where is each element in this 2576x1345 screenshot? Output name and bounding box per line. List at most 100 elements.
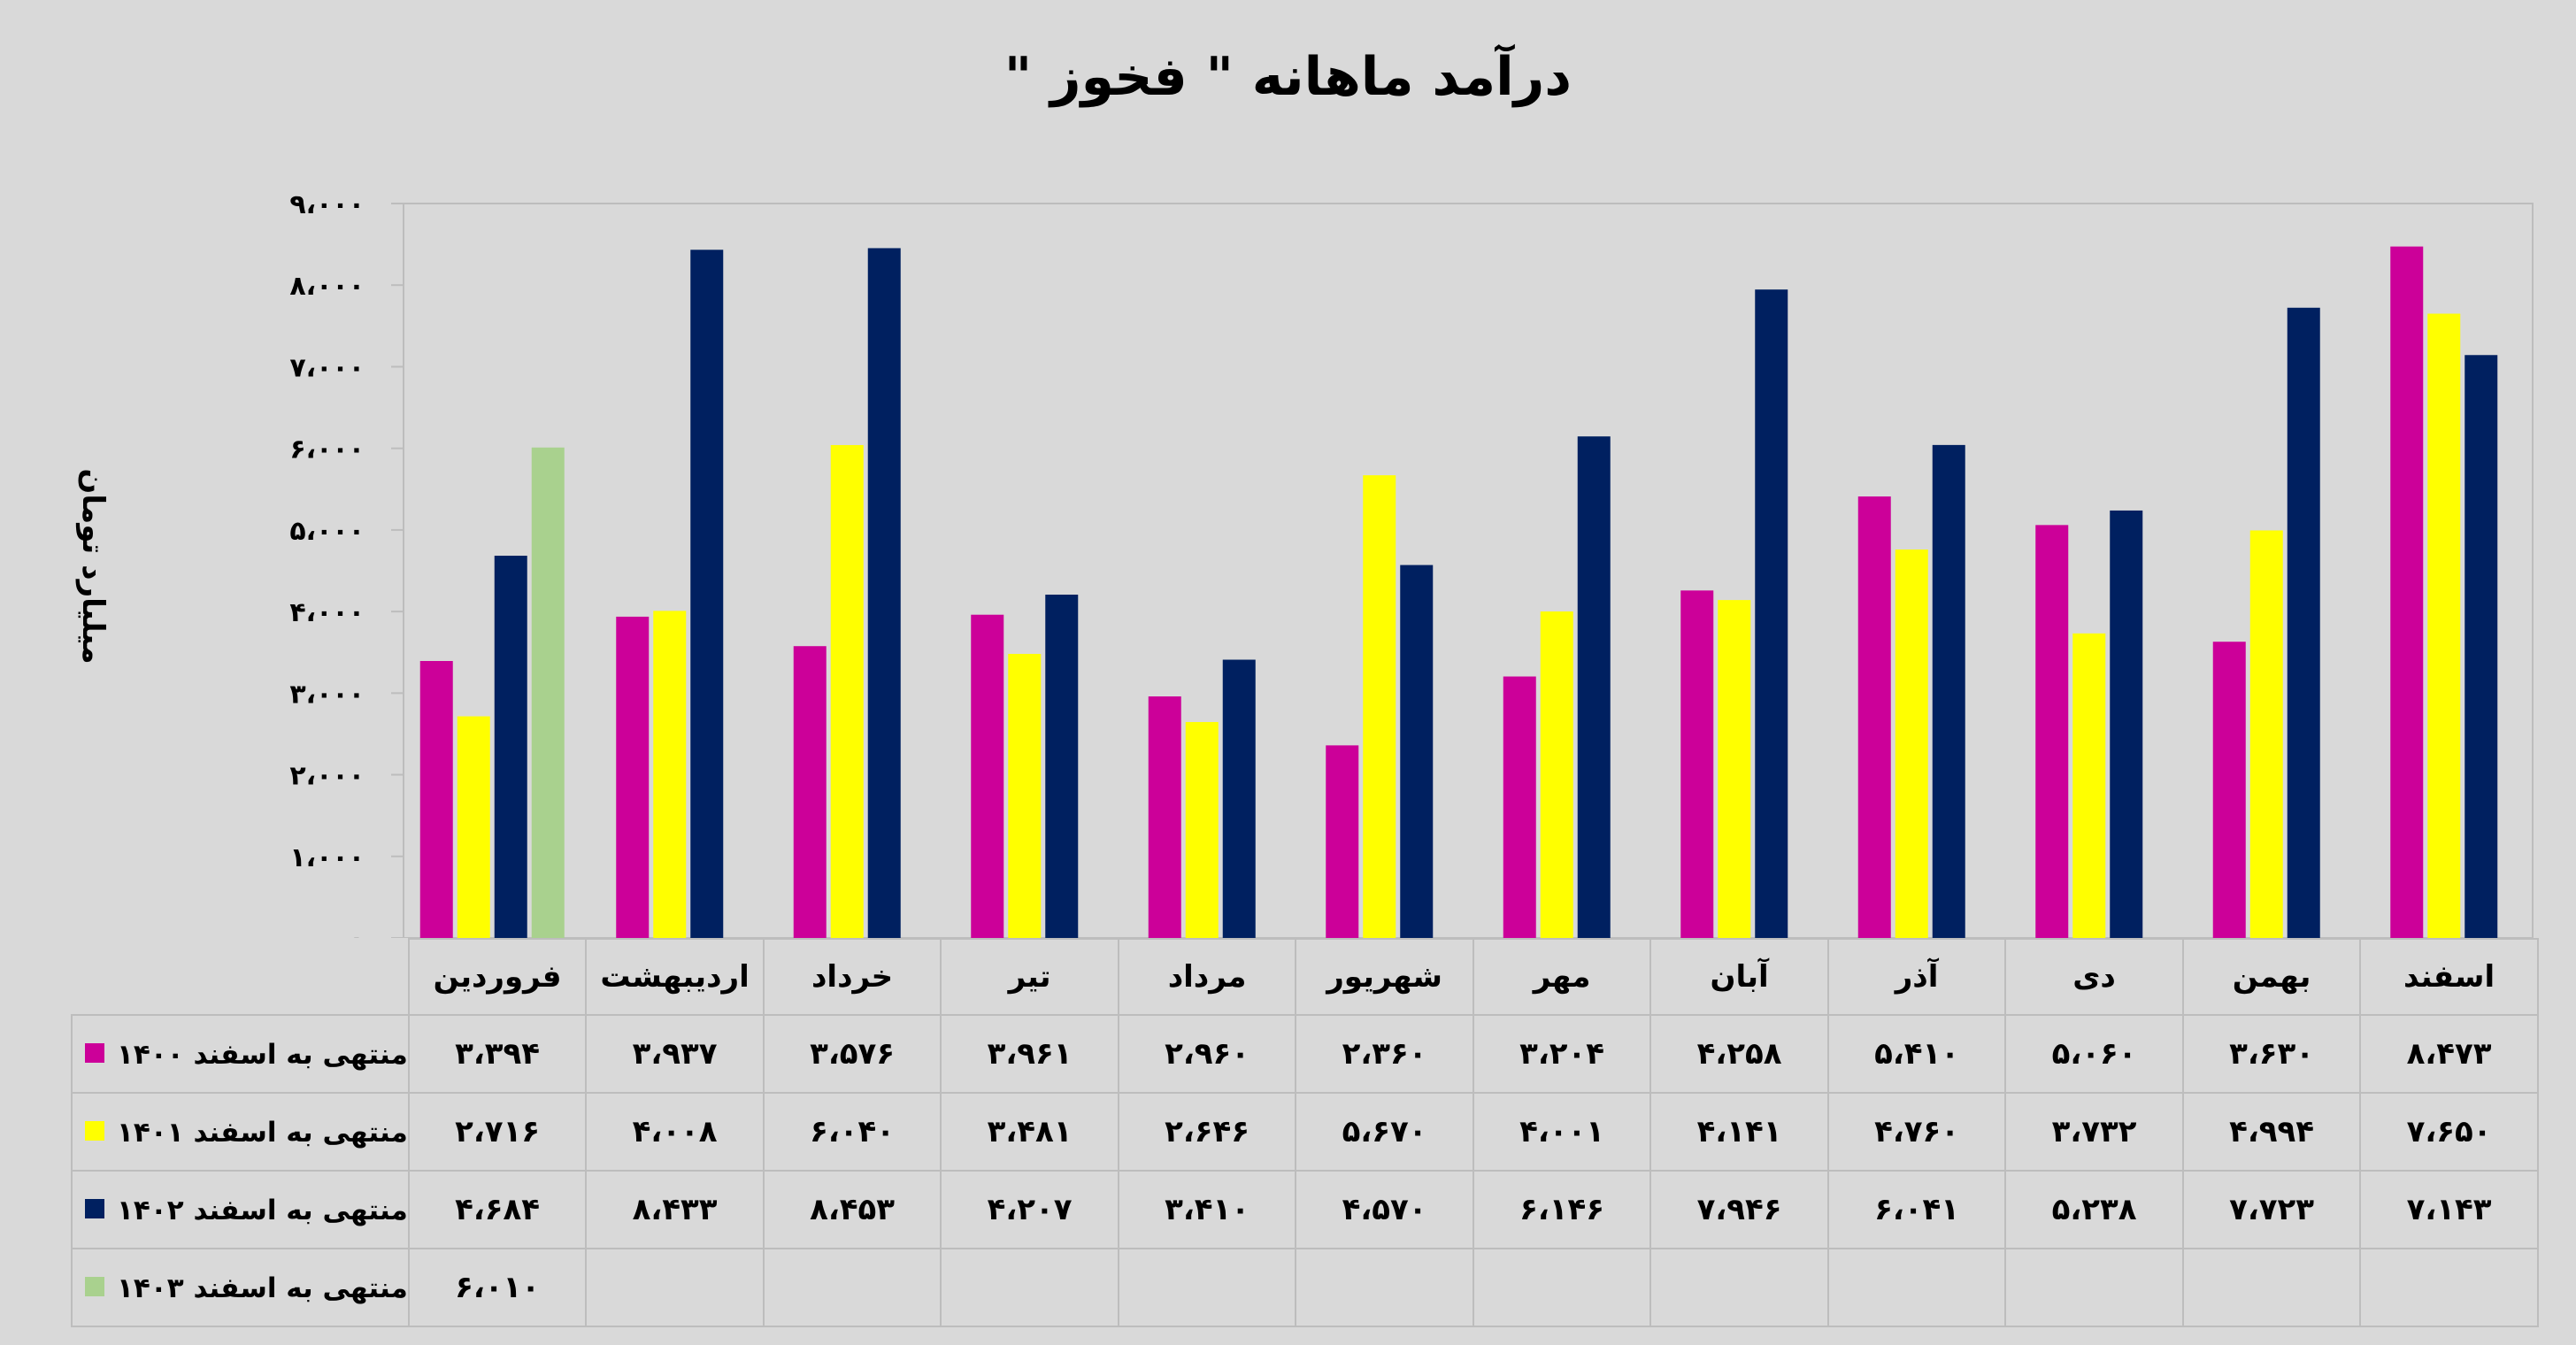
data-label: ۳،۴۱۰ (1117, 1170, 1297, 1249)
bar-series-2-5 (1185, 721, 1219, 938)
y-tick-label: ۲،۰۰۰ (289, 761, 365, 792)
data-label: ۳،۶۳۰ (2181, 1014, 2362, 1094)
legend-entry: منتهی به اسفند ۱۴۰۰ (71, 1014, 410, 1094)
data-label (940, 1248, 1119, 1327)
bar-series-2-10 (2072, 633, 2106, 938)
table-corner (72, 939, 409, 1015)
data-label: ۴،۲۰۷ (940, 1170, 1119, 1249)
data-label: ۳،۲۰۴ (1472, 1014, 1652, 1094)
data-label: ۴،۱۴۱ (1649, 1092, 1829, 1172)
plot-area-border (403, 203, 2534, 938)
bar-series-1-11 (2212, 642, 2246, 938)
bar-series-2-11 (2249, 530, 2283, 938)
data-label: ۶،۰۱۰ (407, 1248, 588, 1327)
data-label: ۳،۵۷۶ (762, 1014, 942, 1094)
bar-series-3-1 (494, 556, 527, 938)
legend-swatch (85, 1276, 104, 1296)
bar-series-3-3 (867, 248, 901, 938)
bar-series-3-5 (1222, 659, 1256, 938)
x-tick-label: شهریور (1295, 938, 1474, 1016)
x-tick-label: خرداد (762, 938, 942, 1016)
bar-series-1-7 (1503, 676, 1536, 938)
bar-series-1-3 (793, 646, 827, 938)
legend-swatch (85, 1042, 104, 1063)
data-label (1472, 1248, 1652, 1327)
y-tick-label: ۱،۰۰۰ (289, 842, 365, 873)
bar-series-3-2 (690, 250, 724, 938)
bar-series-3-6 (1400, 565, 1434, 938)
bar-series-2-3 (830, 444, 864, 938)
data-label (2359, 1248, 2539, 1327)
table-row: منتهی به اسفند ۱۴۰۱ ۲،۷۱۶ ۴،۰۰۸ ۶،۰۴۰ ۳،۴۸۱ ۲… (71, 1092, 2539, 1172)
bar-chart-plot: ۰ ۱،۰۰۰ ۲،۰۰۰ ۳،۰۰۰ ۴،۰۰۰ ۵،۰۰۰ ۶،۰۰۰ ۷،۰۰۰ ۸،۰۰… (289, 189, 2534, 938)
data-label (1826, 1248, 2007, 1327)
bar-series-3-10 (2110, 510, 2143, 938)
data-label: ۴،۲۵۸ (1649, 1014, 1829, 1094)
data-label: ۴،۹۹۴ (2181, 1092, 2362, 1172)
data-label: ۳،۷۳۲ (2004, 1092, 2184, 1172)
data-label (1649, 1248, 1829, 1327)
data-label: ۶،۰۴۱ (1826, 1170, 2007, 1249)
bar-series-1-6 (1326, 745, 1359, 938)
y-tick-label: ۴،۰۰۰ (289, 597, 365, 628)
data-label: ۶،۰۴۰ (762, 1092, 942, 1172)
data-label: ۵،۰۶۰ (2004, 1014, 2184, 1094)
data-label: ۸،۴۳۳ (585, 1170, 765, 1249)
data-label: ۵،۶۷۰ (1295, 1092, 1474, 1172)
x-tick-label: مهر (1472, 938, 1652, 1016)
data-label: ۵،۲۳۸ (2004, 1170, 2184, 1249)
bar-series-3-9 (1932, 444, 1965, 938)
bar-series-1-10 (2035, 525, 2069, 938)
x-tick-label: فروردین (407, 938, 588, 1016)
data-label: ۳،۹۳۷ (585, 1014, 765, 1094)
data-label: ۴،۷۶۰ (1826, 1092, 2007, 1172)
bar-series-1-4 (971, 614, 1004, 938)
data-label: ۴،۰۰۸ (585, 1092, 765, 1172)
chart-title: درآمد ماهانه " فخوز " (1003, 46, 1573, 108)
x-tick-label: دی (2004, 938, 2184, 1016)
bar-series-2-7 (1540, 611, 1573, 938)
y-tick-label: ۳،۰۰۰ (289, 679, 365, 710)
data-label: ۴،۰۰۱ (1472, 1092, 1652, 1172)
data-label (1117, 1248, 1297, 1327)
legend-label: منتهی به اسفند ۱۴۰۳ (117, 1272, 408, 1304)
data-label: ۳،۳۹۴ (407, 1014, 588, 1094)
bar-series-3-4 (1045, 595, 1079, 938)
data-label: ۷،۷۲۳ (2181, 1170, 2362, 1249)
legend-label: منتهی به اسفند ۱۴۰۱ (117, 1116, 408, 1149)
data-label: ۸،۴۵۳ (762, 1170, 942, 1249)
legend-entry: منتهی به اسفند ۱۴۰۲ (71, 1170, 410, 1249)
data-label: ۶،۱۴۶ (1472, 1170, 1652, 1249)
bar-series-2-4 (1008, 653, 1042, 938)
data-label: ۲،۷۱۶ (407, 1092, 588, 1172)
data-label: ۲،۶۴۶ (1117, 1092, 1297, 1172)
bar-series-2-1 (457, 716, 490, 938)
legend-label: منتهی به اسفند ۱۴۰۲ (117, 1194, 408, 1226)
data-label (2181, 1248, 2362, 1327)
bar-series-4-1 (531, 447, 565, 938)
bar-series-2-12 (2427, 313, 2461, 938)
bar-series-3-12 (2465, 355, 2498, 938)
data-label: ۲،۹۶۰ (1117, 1014, 1297, 1094)
bar-series-1-9 (1857, 496, 1891, 938)
bar-series-2-2 (653, 611, 687, 938)
x-tick-label: اسفند (2359, 938, 2539, 1016)
data-label: ۴،۶۸۴ (407, 1170, 588, 1249)
bar-series-3-11 (2287, 307, 2320, 938)
x-tick-label: اردیبهشت (585, 938, 765, 1016)
bar-series-3-7 (1577, 436, 1611, 938)
y-tick-label: ۸،۰۰۰ (289, 271, 365, 302)
legend-entry: منتهی به اسفند ۱۴۰۱ (71, 1092, 410, 1172)
data-label (585, 1248, 765, 1327)
data-label: ۸،۴۷۳ (2359, 1014, 2539, 1094)
y-tick-label: ۹،۰۰۰ (289, 189, 365, 220)
data-label: ۳،۹۶۱ (940, 1014, 1119, 1094)
x-tick-label: آبان (1649, 938, 1829, 1016)
x-tick-label: آذر (1826, 938, 2007, 1016)
x-tick-label: تیر (940, 938, 1119, 1016)
bar-series-1-12 (2390, 246, 2424, 938)
data-label: ۵،۴۱۰ (1826, 1014, 2007, 1094)
data-label: ۳،۴۸۱ (940, 1092, 1119, 1172)
bar-series-2-9 (1895, 550, 1928, 938)
bar-series-1-2 (616, 616, 650, 938)
